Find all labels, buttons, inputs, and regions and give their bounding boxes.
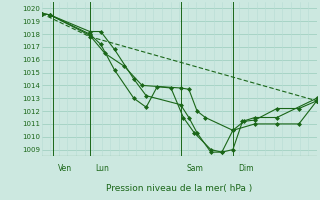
Text: Pression niveau de la mer( hPa ): Pression niveau de la mer( hPa )	[106, 184, 252, 193]
Text: Lun: Lun	[95, 164, 109, 173]
Text: Ven: Ven	[58, 164, 72, 173]
Text: Dim: Dim	[238, 164, 254, 173]
Text: Sam: Sam	[186, 164, 203, 173]
